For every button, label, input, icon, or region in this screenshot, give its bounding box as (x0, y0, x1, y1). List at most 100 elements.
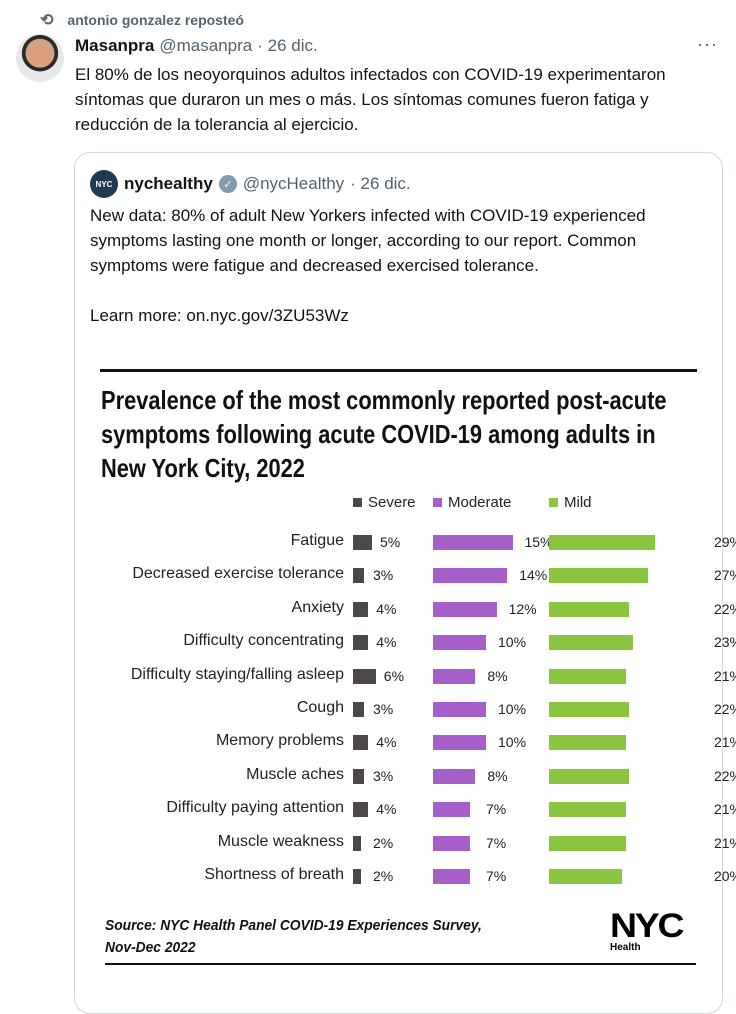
bar-moderate (433, 835, 471, 851)
value-label: 27% (713, 567, 736, 584)
category-label: Shortness of breath (204, 866, 344, 883)
value-label: 12% (508, 600, 537, 617)
value-label: 5% (380, 534, 401, 550)
value-label: 21% (713, 667, 736, 684)
quoted-tweet-date[interactable]: · 26 dic. (350, 174, 411, 193)
verified-badge-icon: ✓ (218, 175, 237, 193)
chart-title-line: New York City, 2022 (101, 453, 305, 483)
chart-title-line: symptoms following acute COVID-19 among … (101, 419, 656, 449)
source-line: Nov-Dec 2022 (105, 939, 196, 956)
bar-severe (353, 601, 369, 617)
bar-mild (549, 535, 655, 550)
bar-severe (353, 735, 369, 751)
bar-mild (549, 702, 630, 717)
bar-moderate (433, 668, 476, 684)
quoted-tweet-header: NYC nychealthy ✓ @nycHealthy · 26 dic. (90, 170, 411, 198)
category-label: Difficulty staying/falling asleep (130, 665, 344, 683)
bar-moderate (433, 568, 508, 584)
repost-indicator: ⟲ antonio gonzalez reposteó (40, 10, 244, 30)
chart-title-line: Prevalence of the most commonly reported… (101, 385, 667, 415)
category-label: Difficulty concentrating (183, 632, 344, 650)
chart-image[interactable]: Prevalence of the most commonly reported… (88, 355, 736, 986)
bar-severe (353, 869, 361, 884)
value-label: 2% (373, 834, 394, 851)
value-label: 3% (373, 567, 394, 584)
nyc-health-logo: NYC Health (610, 907, 685, 953)
value-label: 20% (713, 868, 736, 884)
value-label: 10% (498, 734, 527, 751)
value-label: 10% (498, 701, 527, 717)
author-name[interactable]: Masanpra (75, 36, 155, 55)
more-options-icon[interactable]: ··· (697, 34, 718, 54)
quoted-tweet-text: New data: 80% of adult New Yorkers infec… (90, 203, 710, 328)
legend-label: Severe (368, 494, 416, 511)
bar-severe (353, 635, 369, 651)
category-label: Anxiety (291, 598, 344, 616)
value-label: 14% (519, 567, 548, 584)
bar-moderate (433, 869, 471, 884)
value-label: 3% (373, 767, 394, 784)
bar-mild (549, 668, 626, 684)
bar-severe (353, 835, 361, 851)
learn-more-link[interactable]: Learn more: on.nyc.gov/3ZU53Wz (90, 306, 349, 325)
legend-label: Mild (564, 494, 592, 511)
bar-moderate (433, 735, 486, 751)
legend-item-severe: Severe (353, 494, 416, 511)
value-label: 2% (373, 868, 394, 884)
bar-severe (353, 568, 365, 584)
value-label: 7% (486, 801, 507, 818)
value-label: 23% (713, 634, 736, 651)
tweet-header: Masanpra @masanpra · 26 dic. (75, 36, 318, 56)
value-label: 4% (376, 801, 397, 818)
bottom-rule (105, 963, 696, 965)
bar-moderate (433, 702, 486, 717)
legend-swatch (353, 498, 362, 507)
bar-moderate (433, 535, 513, 550)
value-label: 7% (486, 868, 507, 884)
avatar[interactable] (16, 34, 64, 82)
value-label: 6% (383, 667, 405, 684)
category-label: Cough (296, 699, 344, 716)
quoted-author-name[interactable]: nychealthy (124, 174, 213, 193)
tweet-date[interactable]: · 26 dic. (257, 36, 318, 55)
bar-moderate (433, 635, 486, 651)
category-label: Fatigue (290, 532, 344, 549)
category-label: Difficulty paying attention (166, 799, 344, 817)
bar-severe (353, 802, 369, 818)
bar-moderate (433, 802, 471, 818)
value-label: 21% (713, 834, 736, 851)
value-label: 29% (713, 534, 736, 550)
bar-severe (353, 535, 372, 550)
quoted-avatar[interactable]: NYC (90, 170, 118, 198)
bar-mild (549, 635, 633, 651)
repost-icon: ⟲ (40, 12, 54, 29)
category-label: Muscle aches (246, 765, 344, 783)
value-label: 4% (376, 600, 397, 617)
value-label: 3% (373, 701, 394, 717)
bar-mild (549, 802, 626, 818)
legend-swatch (549, 498, 558, 507)
bar-moderate (433, 601, 497, 617)
bar-mild (549, 601, 630, 617)
repost-label: antonio gonzalez reposteó (67, 12, 244, 28)
top-rule (100, 369, 697, 372)
category-label: Muscle weakness (217, 832, 344, 850)
bar-severe (353, 668, 376, 684)
author-handle[interactable]: @masanpra (159, 36, 253, 55)
bar-severe (353, 702, 365, 717)
source-line: Source: NYC Health Panel COVID-19 Experi… (105, 917, 482, 934)
value-label: 22% (713, 767, 736, 784)
value-label: 8% (487, 667, 508, 684)
value-label: 10% (498, 634, 527, 651)
value-label: 7% (486, 834, 507, 851)
bar-mild (549, 568, 648, 584)
bar-mild (549, 735, 626, 751)
bar-moderate (433, 768, 476, 784)
quoted-author-handle[interactable]: @nycHealthy (242, 174, 345, 193)
value-label: 4% (376, 734, 397, 751)
value-label: 4% (376, 634, 397, 651)
tweet-text: El 80% de los neoyorquinos adultos infec… (75, 65, 666, 134)
legend-item-moderate: Moderate (433, 494, 511, 511)
value-label: 8% (487, 767, 508, 784)
bar-severe (353, 768, 365, 784)
